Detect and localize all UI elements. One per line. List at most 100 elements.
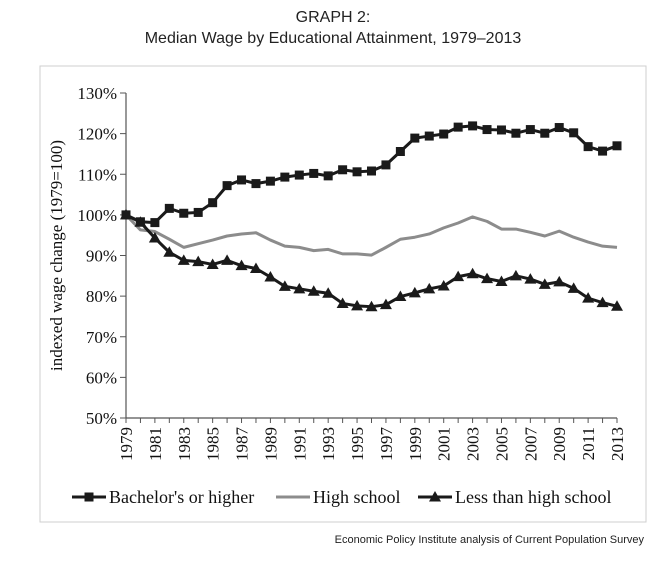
y-tick-label: 100% [77, 206, 117, 225]
chart-header: GRAPH 2: Median Wage by Educational Atta… [0, 8, 666, 50]
data-point [394, 290, 407, 302]
data-point [583, 142, 593, 152]
data-point [338, 165, 348, 175]
data-point [611, 300, 623, 311]
data-point [221, 254, 234, 265]
data-point [410, 133, 420, 143]
data-point [336, 297, 349, 308]
series-layer [120, 121, 623, 312]
data-point [309, 168, 319, 178]
data-point [352, 167, 362, 177]
data-point [511, 128, 521, 138]
x-tick-label: 1997 [377, 427, 396, 462]
data-point [495, 275, 508, 286]
data-point [293, 282, 306, 294]
data-point [120, 208, 132, 220]
data-point [452, 270, 465, 282]
series-high-school [124, 213, 618, 257]
x-tick-label: 1979 [117, 427, 136, 461]
data-point [193, 207, 203, 217]
data-point [567, 282, 580, 293]
data-point [177, 254, 190, 265]
data-point [206, 258, 219, 269]
x-tick-label: 2013 [608, 427, 627, 461]
data-point [381, 160, 391, 170]
data-point [481, 272, 494, 284]
data-point [322, 287, 335, 298]
data-point [367, 166, 376, 176]
data-point [582, 292, 595, 303]
x-tick-label: 2003 [464, 427, 483, 461]
y-tick-label: 50% [86, 409, 117, 428]
data-point [395, 147, 405, 156]
x-tick-label: 1999 [406, 427, 425, 461]
x-tick-label: 1993 [319, 427, 338, 461]
y-tick-label: 120% [77, 125, 117, 144]
data-point [164, 203, 174, 213]
data-point [408, 286, 421, 298]
data-point [235, 259, 248, 271]
data-point [468, 121, 478, 131]
data-point [179, 208, 189, 218]
data-point [251, 179, 261, 189]
y-tick-label: 90% [86, 247, 117, 266]
legend-swatch-marker [84, 492, 94, 502]
data-point [554, 123, 564, 133]
legend: Bachelor's or higher High school Less than… [72, 487, 611, 507]
data-point [509, 269, 522, 281]
data-point [569, 128, 579, 138]
data-point [482, 125, 492, 135]
data-point [598, 146, 608, 156]
x-tick-label: 1995 [348, 427, 367, 461]
data-point [222, 181, 232, 191]
data-point [540, 128, 550, 138]
x-tick-label: 1981 [146, 427, 165, 461]
legend-item-bachelor-s-or-higher: Bachelor's or higher [72, 487, 254, 507]
series-line [124, 213, 618, 257]
chart-axes: 50% 60% 70% 80% 90% 100% 110% 120% 130% 1979 1981 1… [47, 84, 627, 461]
x-tick-label: 1991 [290, 427, 309, 461]
data-point [365, 300, 378, 312]
data-point [524, 273, 537, 284]
data-point [280, 172, 290, 182]
graph-label: GRAPH 2: [295, 9, 371, 26]
data-point [208, 198, 218, 208]
legend-label: Bachelor's or higher [109, 487, 254, 507]
data-point [150, 218, 160, 228]
source-note: Economic Policy Institute analysis of Cu… [334, 534, 644, 546]
data-point [323, 171, 333, 181]
data-point [379, 298, 392, 310]
data-point [538, 278, 551, 289]
data-point [278, 280, 291, 291]
x-tick-label: 2011 [579, 427, 598, 460]
y-tick-label: 110% [78, 165, 117, 184]
data-point [525, 125, 535, 135]
data-point [249, 262, 262, 273]
legend-label: High school [313, 487, 401, 507]
data-point [192, 255, 205, 267]
data-point [424, 131, 434, 141]
x-tick-label: 2005 [492, 427, 511, 461]
chart-title: Median Wage by Educational Attainment, 1… [144, 30, 522, 47]
chart-frame [39, 65, 647, 523]
data-point [134, 216, 147, 227]
x-tick-label: 1989 [261, 427, 280, 461]
x-tick-label: 1985 [204, 427, 223, 461]
x-tick-label: 1983 [175, 427, 194, 461]
data-point [453, 122, 463, 132]
y-tick-label: 130% [77, 84, 117, 103]
data-point [351, 299, 364, 311]
legend-swatch-marker [429, 491, 441, 502]
data-point [265, 176, 275, 186]
x-tick-label: 1987 [233, 427, 252, 462]
data-point [496, 125, 506, 135]
series-bachelor-s-or-higher [121, 121, 622, 228]
legend-item-high-school: High school [276, 487, 401, 507]
data-point [612, 141, 622, 151]
data-point [307, 285, 320, 296]
x-tick-label: 2001 [435, 427, 454, 461]
y-tick-label: 80% [86, 287, 117, 306]
x-tick-label: 2007 [521, 427, 540, 462]
data-point [437, 279, 450, 291]
